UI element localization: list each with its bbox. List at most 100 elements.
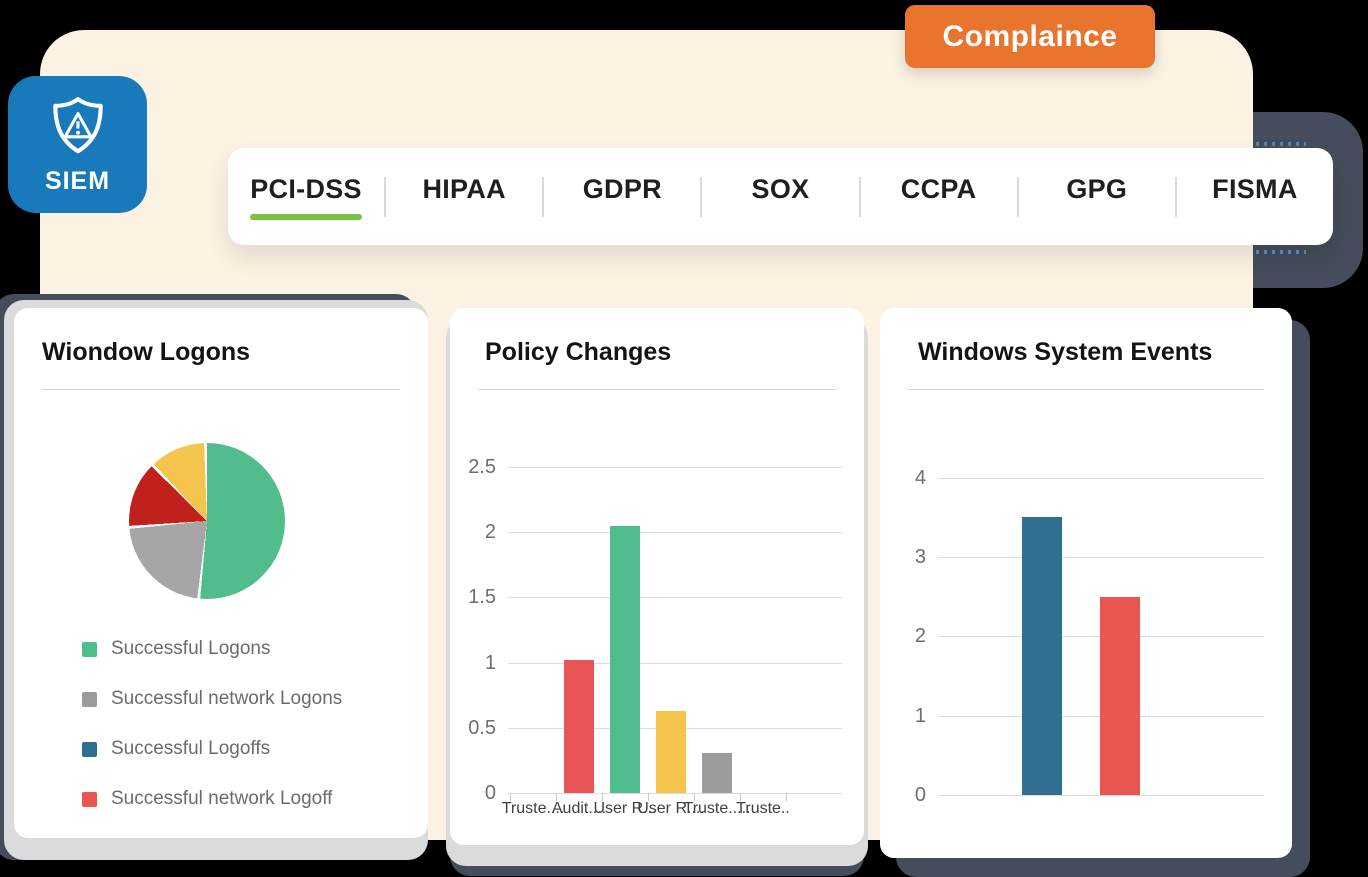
tab-inner: HIPAA xyxy=(422,174,506,220)
x-axis-tick xyxy=(602,793,603,801)
legend-label: Successful Logoffs xyxy=(111,738,271,759)
tab-ccpa[interactable]: CCPA xyxy=(861,174,1017,220)
y-axis-label: 2 xyxy=(914,625,926,648)
legend-label: Successful Logons xyxy=(111,638,271,659)
tab-label: HIPAA xyxy=(422,173,506,204)
x-axis-label: Audit.... xyxy=(551,800,607,817)
tab-inner: SOX xyxy=(752,174,810,220)
tab-inner: GPG xyxy=(1066,174,1127,220)
tab-fisma[interactable]: FISMA xyxy=(1177,174,1333,220)
card-title: Wiondow Logons xyxy=(42,338,251,366)
compliance-badge: Complaince xyxy=(905,5,1155,68)
y-axis-label: 2.5 xyxy=(468,456,496,478)
y-axis-label: 0 xyxy=(914,784,926,806)
bar xyxy=(702,752,732,793)
tab-divider xyxy=(1174,176,1177,217)
x-axis-label: Truste..... xyxy=(683,800,751,817)
legend-label: Successful network Logons xyxy=(111,688,343,709)
tab-gdpr[interactable]: GDPR xyxy=(544,174,700,220)
tab-inner: GDPR xyxy=(583,174,662,220)
y-axis-label: 1 xyxy=(484,651,496,674)
x-axis-tick xyxy=(786,793,787,801)
grid-line xyxy=(508,793,842,794)
siem-label: SIEM xyxy=(44,166,111,195)
y-axis-label: 1.5 xyxy=(468,586,496,609)
legend-swatch xyxy=(82,691,97,707)
active-tab-underline xyxy=(422,214,506,220)
tab-label: CCPA xyxy=(900,173,977,204)
y-axis-label: 4 xyxy=(914,466,926,489)
grid-line xyxy=(508,662,842,664)
card-title-divider xyxy=(478,389,836,390)
windows-logons-pie xyxy=(129,443,285,599)
y-axis-label: 3 xyxy=(914,546,926,569)
card-windows-system-events: Windows System Events 0 1 2 3 4 xyxy=(880,308,1292,858)
tab-divider xyxy=(542,176,545,217)
y-axis-label: 0.5 xyxy=(468,716,496,739)
legend-item: Successful Logoffs xyxy=(82,738,412,760)
grid-line xyxy=(508,532,842,534)
x-axis-tick xyxy=(556,793,557,801)
pie-legend: Successful Logons Successful network Logo… xyxy=(82,638,412,838)
tab-label: FISMA xyxy=(1212,173,1298,204)
active-tab-underline xyxy=(1212,214,1298,220)
y-axis-label: 1 xyxy=(914,704,926,727)
card-policy-changes: Policy Changes 0 0.5 1 1.5 2 2.5 Truste.... Aud… xyxy=(450,308,864,845)
legend-item: Successful network Logoff xyxy=(82,788,412,810)
active-tab-underline xyxy=(1066,214,1127,220)
legend-swatch xyxy=(82,791,97,807)
x-axis-tick xyxy=(694,793,695,801)
card-title-divider xyxy=(42,389,400,390)
tab-label: GPG xyxy=(1066,173,1128,204)
tab-gpg[interactable]: GPG xyxy=(1019,174,1175,220)
policy-changes-chart: 0 0.5 1 1.5 2 2.5 Truste.... Audit.... User R...… xyxy=(450,308,864,845)
active-tab-underline xyxy=(752,214,810,220)
bar xyxy=(1100,596,1140,795)
tab-divider xyxy=(700,176,703,217)
tab-inner: PCI-DSS xyxy=(250,174,362,220)
x-axis-label: User R.... xyxy=(637,800,705,817)
active-tab-underline xyxy=(250,213,362,220)
siem-app-icon: SIEM xyxy=(8,76,147,213)
active-tab-underline xyxy=(901,214,977,220)
legend-swatch xyxy=(82,741,97,757)
tab-inner: FISMA xyxy=(1212,174,1298,220)
grid-line xyxy=(938,477,1264,479)
tab-hipaa[interactable]: HIPAA xyxy=(386,174,542,220)
x-axis-label: Truste.. xyxy=(736,800,790,817)
x-axis-label: Truste.... xyxy=(501,800,565,817)
tab-label: GDPR xyxy=(582,173,662,204)
legend-item: Successful network Logons xyxy=(82,688,412,710)
grid-line xyxy=(508,597,842,599)
bar xyxy=(1022,517,1062,795)
x-axis-tick xyxy=(740,793,741,801)
tab-divider xyxy=(858,176,861,217)
tab-inner: CCPA xyxy=(901,174,977,220)
y-axis-label: 0 xyxy=(484,782,496,804)
bar xyxy=(656,710,686,793)
card-title: Windows System Events xyxy=(918,338,1213,366)
tab-label: PCI-DSS xyxy=(250,173,362,204)
legend-item: Successful Logons xyxy=(82,638,412,660)
windows-system-events-chart: 0 1 2 3 4 xyxy=(880,308,1292,858)
tab-divider xyxy=(384,176,387,217)
card-title: Policy Changes xyxy=(485,338,672,366)
legend-swatch xyxy=(82,641,97,657)
dotted-decoration-top xyxy=(1256,142,1306,146)
x-axis-tick xyxy=(648,793,649,801)
x-axis-tick xyxy=(510,793,511,801)
grid-line xyxy=(508,467,842,468)
card-title-divider xyxy=(908,389,1264,390)
x-axis-label: User R... xyxy=(593,800,657,817)
tab-divider xyxy=(1016,176,1019,217)
dotted-decoration-bottom xyxy=(1256,250,1306,254)
tab-sox[interactable]: SOX xyxy=(702,174,858,220)
tab-bar: PCI-DSS HIPAA GDPR SOX CCPA GPG FISMA xyxy=(228,148,1333,245)
legend-label: Successful network Logoff xyxy=(111,788,333,809)
tab-pci-dss[interactable]: PCI-DSS xyxy=(228,174,384,220)
bar xyxy=(564,659,594,793)
y-axis-label: 2 xyxy=(484,521,496,544)
grid-line xyxy=(938,795,1264,796)
grid-line xyxy=(938,557,1264,559)
